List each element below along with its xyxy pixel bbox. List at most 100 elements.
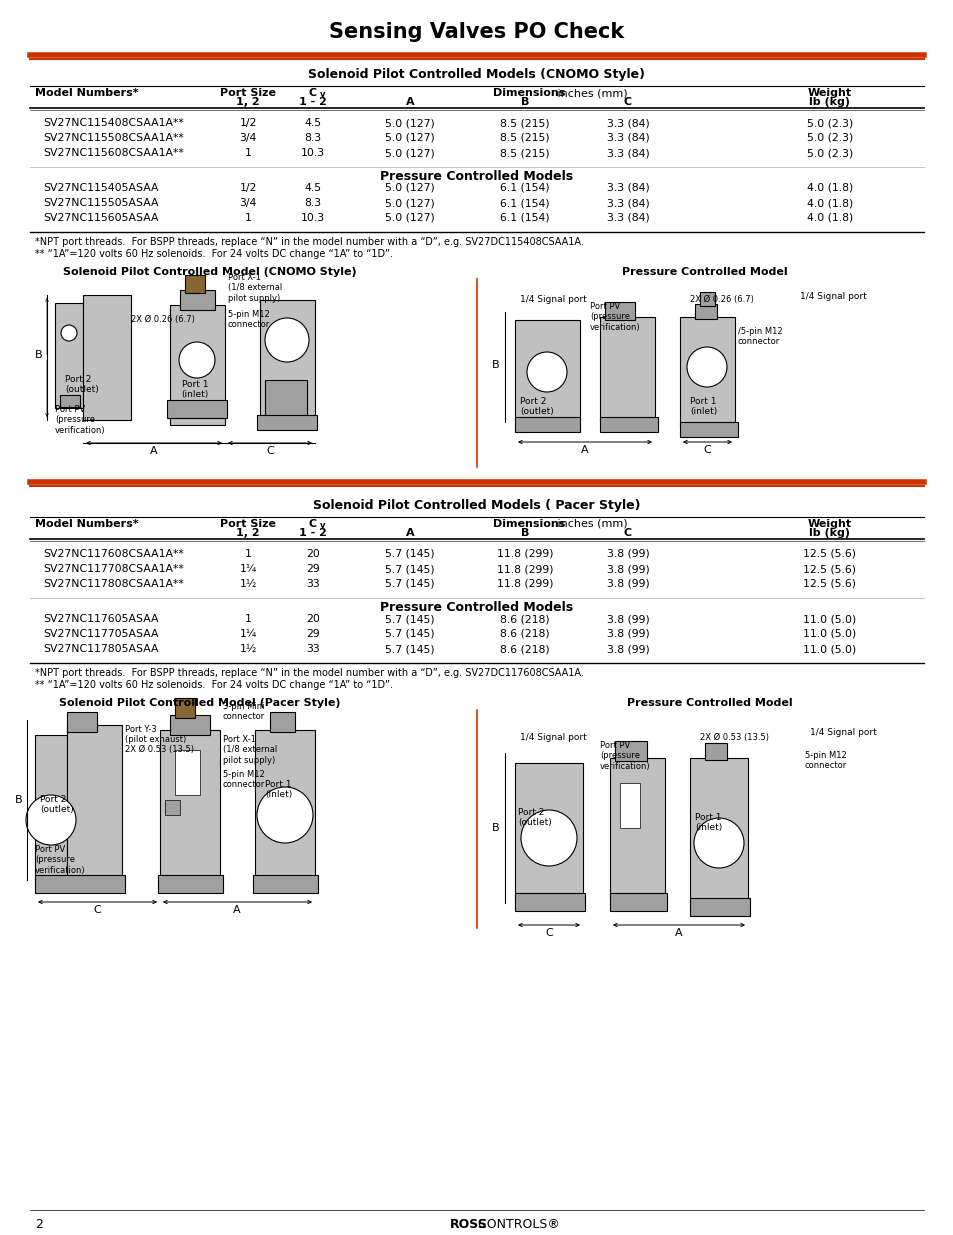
Text: Pressure Controlled Models: Pressure Controlled Models [380,170,573,183]
Text: C: C [266,446,274,456]
Text: Sensing Valves PO Check: Sensing Valves PO Check [329,22,624,42]
Text: 3.3 (84): 3.3 (84) [606,133,649,143]
Text: SV27NC117705ASAA: SV27NC117705ASAA [43,629,158,638]
Text: 10.3: 10.3 [300,212,325,224]
Bar [165,800,180,815]
Text: lb (kg): lb (kg) [809,529,850,538]
Text: C: C [309,88,316,98]
Text: SV27NC117708CSAA1A**: SV27NC117708CSAA1A** [43,564,184,574]
Text: 3/4: 3/4 [239,133,256,143]
Text: 5.0 (127): 5.0 (127) [385,198,435,207]
Text: 3.8 (99): 3.8 (99) [606,550,649,559]
Text: 20: 20 [306,550,319,559]
Text: Port PV
(pressure
verification): Port PV (pressure verification) [55,405,106,435]
Bar [679,317,734,427]
Text: 3.3 (84): 3.3 (84) [606,183,649,193]
Text: 5.0 (2.3): 5.0 (2.3) [806,119,852,128]
Text: SV27NC115405ASAA: SV27NC115405ASAA [43,183,158,193]
Text: 1: 1 [244,148,252,158]
Text: 5-pin M12
connector: 5-pin M12 connector [223,769,265,789]
Text: 5-pin M12
connector: 5-pin M12 connector [228,310,270,330]
Text: Solenoid Pilot Controlled Model (Pacer Style): Solenoid Pilot Controlled Model (Pacer S… [59,698,340,708]
Bar [254,730,314,881]
Text: Weight: Weight [807,519,851,529]
Text: 8.6 (218): 8.6 (218) [499,629,549,638]
Text: 1½: 1½ [239,643,256,655]
Text: 20: 20 [306,614,319,624]
Text: C: C [544,927,553,939]
Text: Port 2
(outlet): Port 2 (outlet) [519,396,553,416]
Text: 29: 29 [306,564,319,574]
Text: 4.5: 4.5 [304,119,321,128]
Text: inches (mm): inches (mm) [554,88,627,98]
Bar [689,898,749,916]
Bar [67,713,97,732]
Text: 1¼: 1¼ [239,564,256,574]
Text: Port 2
(outlet): Port 2 (outlet) [517,808,551,827]
Text: 1, 2: 1, 2 [236,529,259,538]
Text: Solenoid Pilot Controlled Models (CNOMO Style): Solenoid Pilot Controlled Models (CNOMO … [308,68,645,82]
Text: Pressure Controlled Model: Pressure Controlled Model [621,267,787,277]
Text: 11.8 (299): 11.8 (299) [497,550,553,559]
Text: Port 1
(inlet): Port 1 (inlet) [181,380,209,399]
Text: 4.0 (1.8): 4.0 (1.8) [806,212,852,224]
Bar [599,417,658,432]
Text: B: B [15,795,23,805]
Circle shape [26,795,76,845]
Text: A: A [150,446,157,456]
Text: C: C [93,905,101,915]
Text: 5.0 (127): 5.0 (127) [385,133,435,143]
Text: B: B [35,350,43,359]
Text: Port X-1
(1/8 external
pilot supply): Port X-1 (1/8 external pilot supply) [228,273,282,303]
Text: 5.7 (145): 5.7 (145) [385,579,435,589]
Bar [160,730,220,885]
Text: A: A [233,905,240,915]
Text: 3.8 (99): 3.8 (99) [606,629,649,638]
Bar [170,715,210,735]
Text: 29: 29 [306,629,319,638]
Bar [679,422,738,437]
Text: B: B [520,98,529,107]
Text: C: C [702,445,710,454]
Bar [515,417,579,432]
Circle shape [526,352,566,391]
Text: ** “1A”=120 volts 60 Hz solenoids.  For 24 volts DC change “1A” to “1D”.: ** “1A”=120 volts 60 Hz solenoids. For 2… [35,249,393,259]
Text: 5.0 (127): 5.0 (127) [385,119,435,128]
Text: 5.0 (2.3): 5.0 (2.3) [806,133,852,143]
Bar [35,876,125,893]
Circle shape [520,810,577,866]
Text: SV27NC115605ASAA: SV27NC115605ASAA [43,212,158,224]
Text: Port PV
(pressure
verification): Port PV (pressure verification) [589,303,640,332]
Text: 8.5 (215): 8.5 (215) [499,133,549,143]
Text: SV27NC115508CSAA1A**: SV27NC115508CSAA1A** [43,133,184,143]
Text: 5.0 (127): 5.0 (127) [385,148,435,158]
Bar [170,305,225,425]
Text: 1, 2: 1, 2 [236,98,259,107]
Text: 8.6 (218): 8.6 (218) [499,643,549,655]
Text: A: A [675,927,682,939]
Text: 33: 33 [306,643,319,655]
Text: Port 1
(inlet): Port 1 (inlet) [689,396,717,416]
Text: 1½: 1½ [239,579,256,589]
Circle shape [265,317,309,362]
Text: 12.5 (5.6): 12.5 (5.6) [802,564,856,574]
Circle shape [61,325,77,341]
Bar [174,750,200,795]
Text: 1/4 Signal port: 1/4 Signal port [809,727,876,737]
Text: SV27NC115505ASAA: SV27NC115505ASAA [43,198,158,207]
Text: 12.5 (5.6): 12.5 (5.6) [802,579,856,589]
Text: 4.5: 4.5 [304,183,321,193]
Text: Weight: Weight [807,88,851,98]
Text: v: v [319,521,325,530]
Text: Port PV
(pressure
verification): Port PV (pressure verification) [35,845,86,874]
Circle shape [693,818,743,868]
Text: SV27NC117605ASAA: SV27NC117605ASAA [43,614,158,624]
Text: 10.3: 10.3 [300,148,325,158]
Bar [599,317,655,422]
Bar [60,395,80,408]
Text: 1/4 Signal port: 1/4 Signal port [519,295,586,304]
Text: 8.5 (215): 8.5 (215) [499,119,549,128]
Text: 2X Ø 0.26 (6.7): 2X Ø 0.26 (6.7) [131,315,194,324]
Bar [689,758,747,903]
Text: Port Size: Port Size [220,88,275,98]
